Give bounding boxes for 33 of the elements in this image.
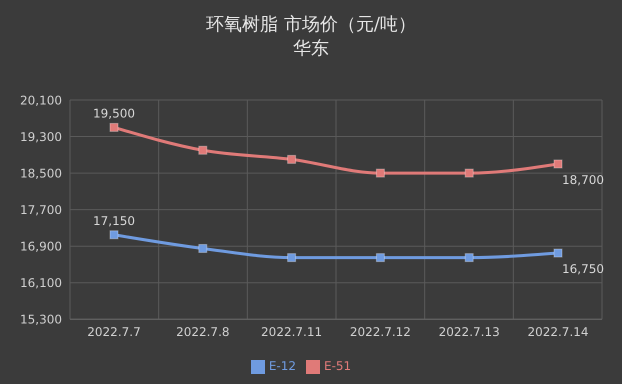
point (464, 253, 474, 262)
point (554, 248, 562, 258)
point (376, 168, 385, 178)
chart-subtitle: 华东 (292, 37, 330, 60)
x-tick-label: 2022.7.11 (261, 324, 322, 339)
x-tick-label: 2022.7.8 (176, 324, 230, 339)
y-tick-label: 15,300 (20, 312, 62, 327)
y-tick-label: 16,100 (20, 276, 62, 290)
data-label: 17,150 (93, 214, 135, 228)
x-tick-label: 2022.7.7 (87, 324, 141, 339)
data-label: 19,500 (93, 106, 135, 120)
legend-label: E-51 (324, 359, 352, 374)
point (287, 253, 296, 262)
y-tick-label: 20,100 (20, 93, 62, 108)
chart-title: 环氧树脂 市场价（元/吨） (205, 13, 417, 36)
y-tick-label: 16,900 (20, 239, 62, 254)
x-tick-label: 2022.7.13 (438, 324, 500, 339)
y-tick-label: 18,500 (20, 166, 62, 180)
point (110, 230, 118, 240)
point (110, 122, 118, 132)
legend-label: E-12 (268, 359, 296, 374)
point (287, 154, 296, 164)
point (464, 168, 474, 178)
point (376, 253, 385, 262)
data-label: 18,700 (562, 172, 604, 187)
x-tick-label: 2022.7.12 (350, 324, 411, 339)
x-tick-label: 2022.7.14 (527, 324, 589, 339)
point (198, 146, 208, 155)
point (198, 244, 208, 253)
y-tick-label: 17,700 (20, 202, 62, 217)
point (554, 159, 562, 168)
data-label: 16,750 (562, 262, 604, 276)
y-tick-label: 19,300 (20, 130, 62, 144)
